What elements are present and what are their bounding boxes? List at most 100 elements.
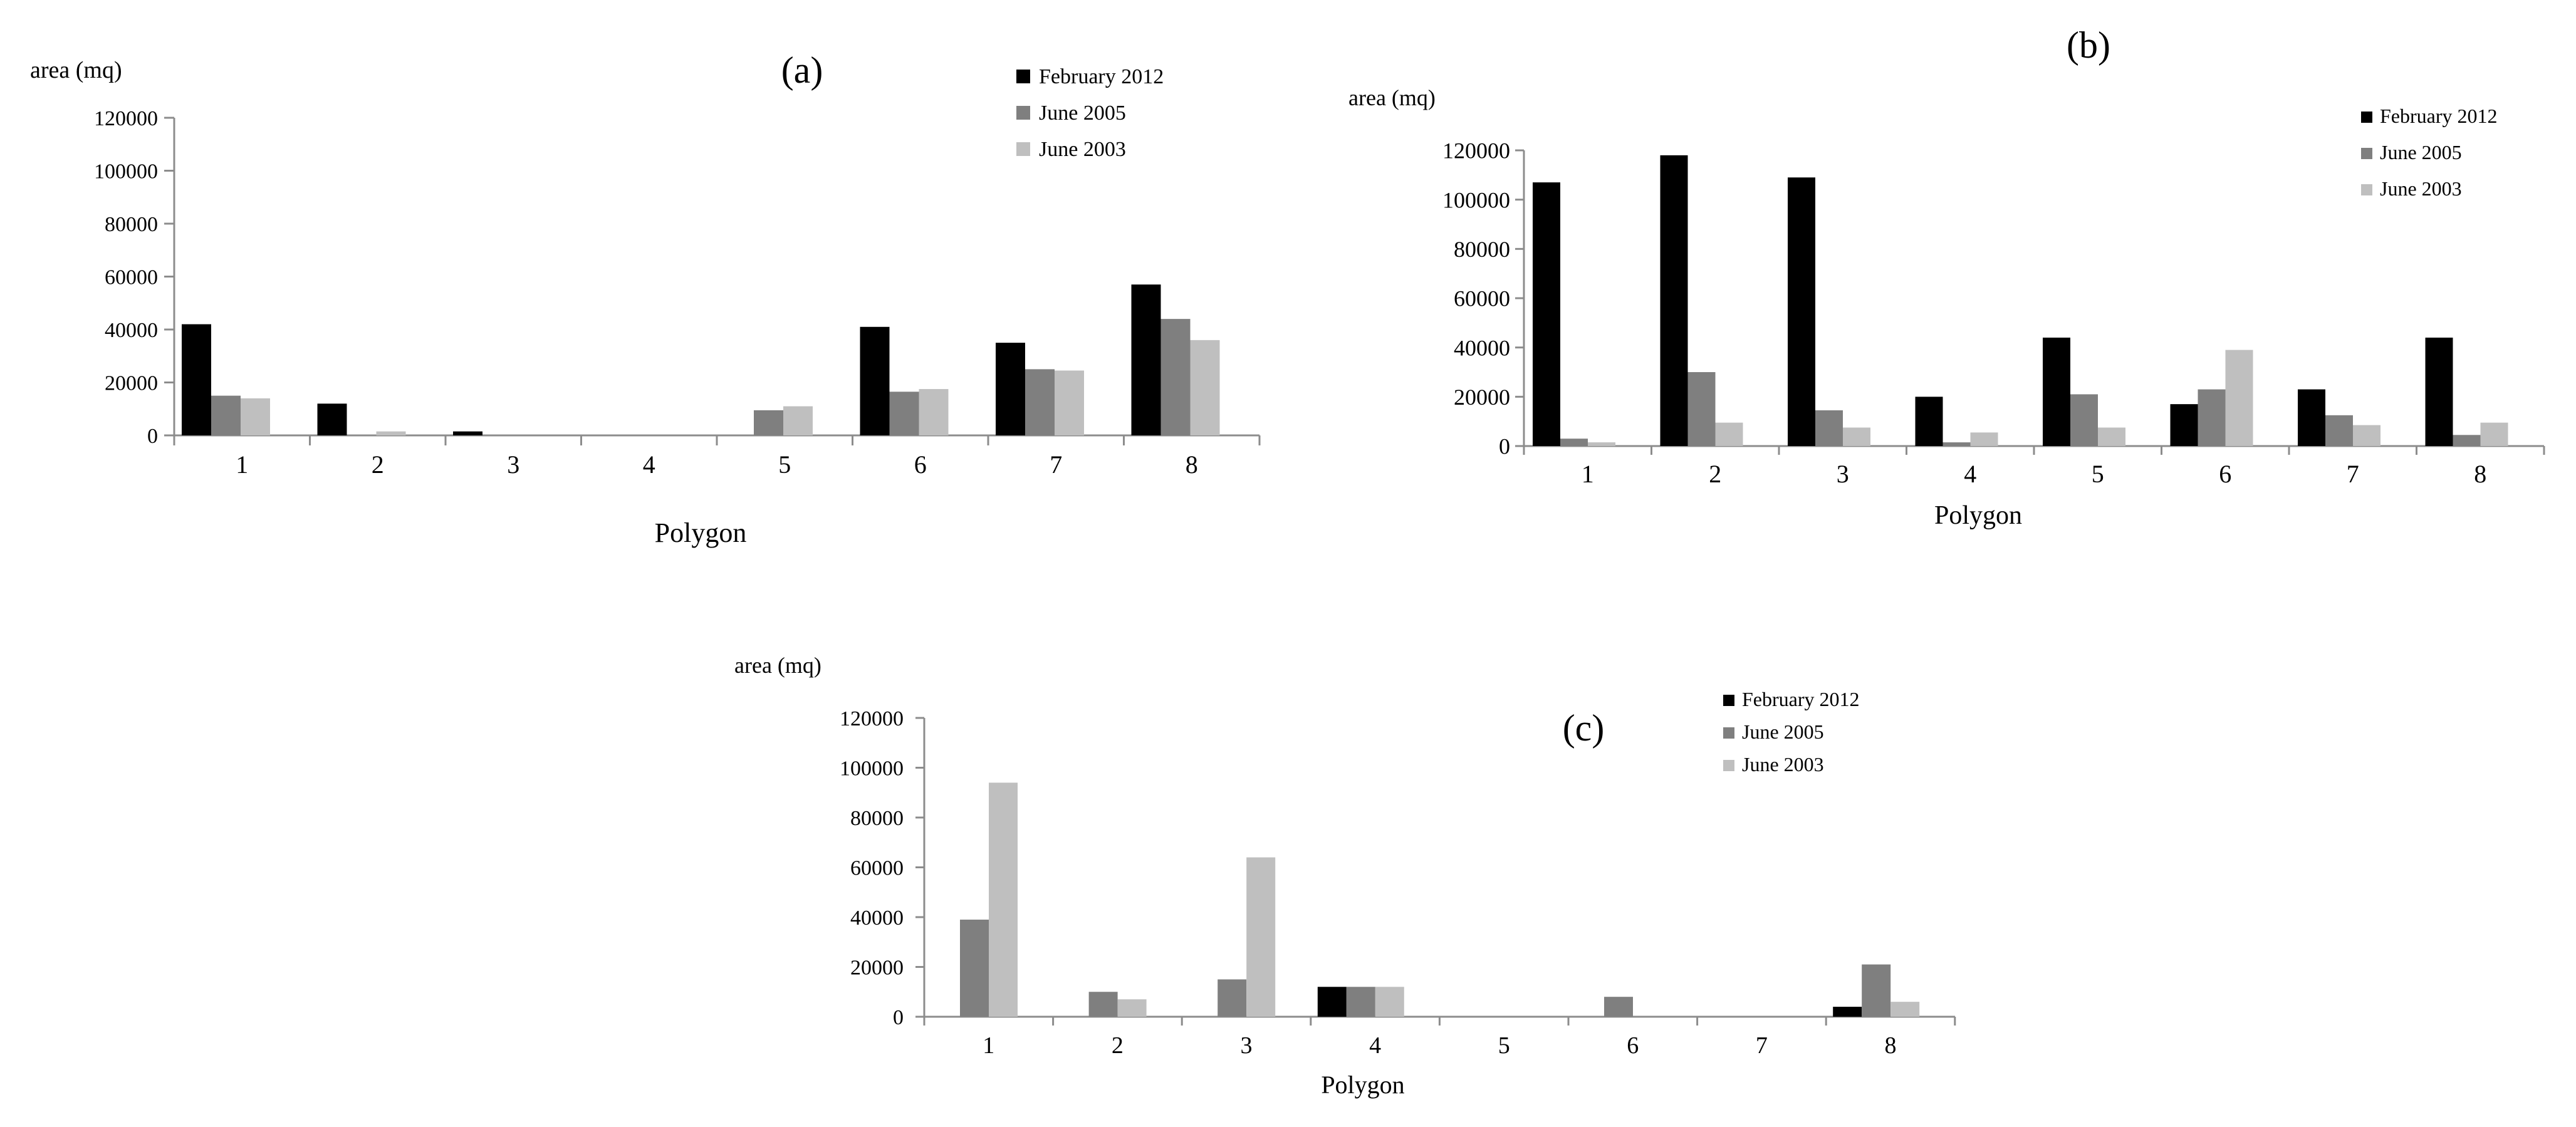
x-tick-label: 1	[983, 1032, 994, 1059]
x-tick-label: 4	[643, 450, 655, 479]
x-tick-label: 4	[1964, 460, 1976, 488]
x-tick-label: 1	[236, 450, 248, 479]
bar-june-2005-polygon-1	[960, 919, 989, 1017]
bar-february-2012-polygon-4	[1915, 397, 1943, 446]
x-tick-label: 8	[1885, 1032, 1897, 1059]
y-tick-label: 60000	[1454, 286, 1510, 311]
legend-label: June 2003	[1039, 138, 1126, 161]
bar-june-2003-polygon-1	[1588, 442, 1615, 446]
legend-swatch	[1016, 142, 1030, 156]
bar-june-2003-polygon-8	[1190, 340, 1220, 435]
bar-february-2012-polygon-8	[2425, 337, 2453, 446]
bar-june-2003-polygon-5	[2098, 427, 2125, 446]
bar-june-2005-polygon-2	[1088, 992, 1118, 1017]
chart-panel-c: 0 20000 40000 60000 80000 100000 120000 1 2 3 4 5 6 7…	[734, 653, 1956, 1099]
bar-june-2003-polygon-1	[241, 398, 270, 435]
bar-february-2012-polygon-1	[1533, 182, 1560, 446]
x-tick-label: 5	[2092, 460, 2104, 488]
bar-june-2005-polygon-3	[1218, 979, 1247, 1017]
legend-label: June 2005	[1039, 101, 1126, 125]
bar-february-2012-polygon-3	[1788, 177, 1815, 446]
y-tick-label: 20000	[105, 371, 158, 395]
y-tick-label: 80000	[105, 213, 158, 236]
bar-february-2012-polygon-6	[860, 326, 890, 435]
chart-panel-a: 0 20000 40000 60000 80000 100000 120000 1 2 3 4 5 6 7…	[30, 49, 1261, 548]
bar-june-2003-polygon-2	[1117, 999, 1147, 1017]
panel-label: (c)	[1563, 707, 1605, 749]
x-tick-label: 3	[1241, 1032, 1253, 1059]
bar-june-2005-polygon-2	[1687, 372, 1716, 446]
x-tick-label: 7	[1050, 450, 1062, 479]
legend-label: February 2012	[2380, 105, 2498, 127]
y-tick-label: 60000	[850, 856, 904, 880]
x-tick-label: 1	[1582, 460, 1594, 488]
x-tick-label: 6	[914, 450, 927, 479]
y-tick-label: 60000	[105, 266, 158, 289]
x-tick-label: 3	[1837, 460, 1849, 488]
bar-february-2012-polygon-3	[453, 431, 482, 435]
legend-swatch	[2361, 148, 2372, 159]
bar-june-2005-polygon-5	[2070, 394, 2098, 446]
legend-label: June 2005	[2380, 141, 2462, 164]
legend: February 2012 June 2005 June 2003	[2361, 105, 2498, 200]
bar-february-2012-polygon-6	[2170, 404, 2198, 446]
bar-june-2003-polygon-5	[783, 406, 813, 435]
y-tick-label: 120000	[840, 707, 904, 730]
legend-swatch	[1723, 760, 1734, 771]
x-tick-label: 2	[1112, 1032, 1124, 1059]
y-tick-label: 0	[147, 425, 158, 448]
y-tick-label: 20000	[850, 956, 904, 979]
bar-june-2005-polygon-6	[889, 392, 919, 435]
bar-february-2012-polygon-4	[1317, 987, 1347, 1017]
x-tick-label: 6	[2219, 460, 2231, 488]
bar-june-2005-polygon-8	[1160, 319, 1191, 435]
bar-june-2003-polygon-4	[1375, 987, 1404, 1017]
bar-june-2005-polygon-8	[2453, 435, 2481, 446]
bar-february-2012-polygon-2	[317, 403, 347, 435]
panel-label: (b)	[2067, 24, 2110, 66]
x-tick-label: 7	[2347, 460, 2359, 488]
y-tick-label: 100000	[1442, 187, 1510, 212]
legend-label: February 2012	[1742, 688, 1860, 710]
legend: February 2012 June 2005 June 2003	[1016, 65, 1164, 161]
bar-june-2003-polygon-4	[1970, 432, 1998, 446]
bar-february-2012-polygon-8	[1131, 284, 1161, 435]
bar-june-2003-polygon-3	[1843, 427, 1870, 446]
bar-june-2005-polygon-4	[1346, 987, 1375, 1017]
bar-february-2012-polygon-2	[1660, 155, 1688, 446]
legend-swatch	[1723, 695, 1734, 706]
bar-june-2005-polygon-1	[211, 395, 241, 435]
x-tick-label: 3	[507, 450, 519, 479]
bar-june-2005-polygon-7	[2325, 415, 2353, 446]
x-tick-label: 2	[372, 450, 384, 479]
bar-june-2003-polygon-8	[2480, 422, 2508, 446]
bar-june-2005-polygon-7	[1025, 369, 1055, 435]
x-tick-label: 4	[1369, 1032, 1381, 1059]
y-tick-label: 40000	[1454, 335, 1510, 360]
bar-june-2005-polygon-6	[1604, 997, 1633, 1017]
legend-label: June 2003	[2380, 177, 2462, 200]
x-tick-label: 6	[1627, 1032, 1639, 1059]
bar-june-2003-polygon-6	[919, 389, 949, 435]
x-axis-label: Polygon	[1321, 1071, 1404, 1099]
bar-february-2012-polygon-1	[182, 324, 211, 435]
bar-june-2005-polygon-1	[1560, 439, 1588, 446]
panel-label: (a)	[781, 49, 823, 91]
y-tick-label: 0	[893, 1006, 904, 1029]
x-tick-label: 8	[1186, 450, 1198, 479]
bar-june-2003-polygon-2	[1715, 422, 1743, 446]
y-axis-label: area (mq)	[734, 653, 821, 678]
y-tick-label: 100000	[840, 757, 904, 780]
x-tick-label: 2	[1709, 460, 1721, 488]
y-tick-label: 80000	[1454, 237, 1510, 262]
y-tick-label: 40000	[850, 906, 904, 930]
legend-swatch	[1723, 727, 1734, 739]
x-tick-label: 8	[2474, 460, 2486, 488]
bar-june-2005-polygon-6	[2198, 389, 2226, 446]
legend-swatch	[2361, 112, 2372, 123]
bar-june-2003-polygon-2	[376, 431, 406, 435]
bar-june-2005-polygon-5	[754, 410, 783, 435]
bar-june-2003-polygon-7	[1055, 370, 1084, 435]
x-tick-label: 5	[778, 450, 791, 479]
y-tick-label: 20000	[1454, 385, 1510, 410]
